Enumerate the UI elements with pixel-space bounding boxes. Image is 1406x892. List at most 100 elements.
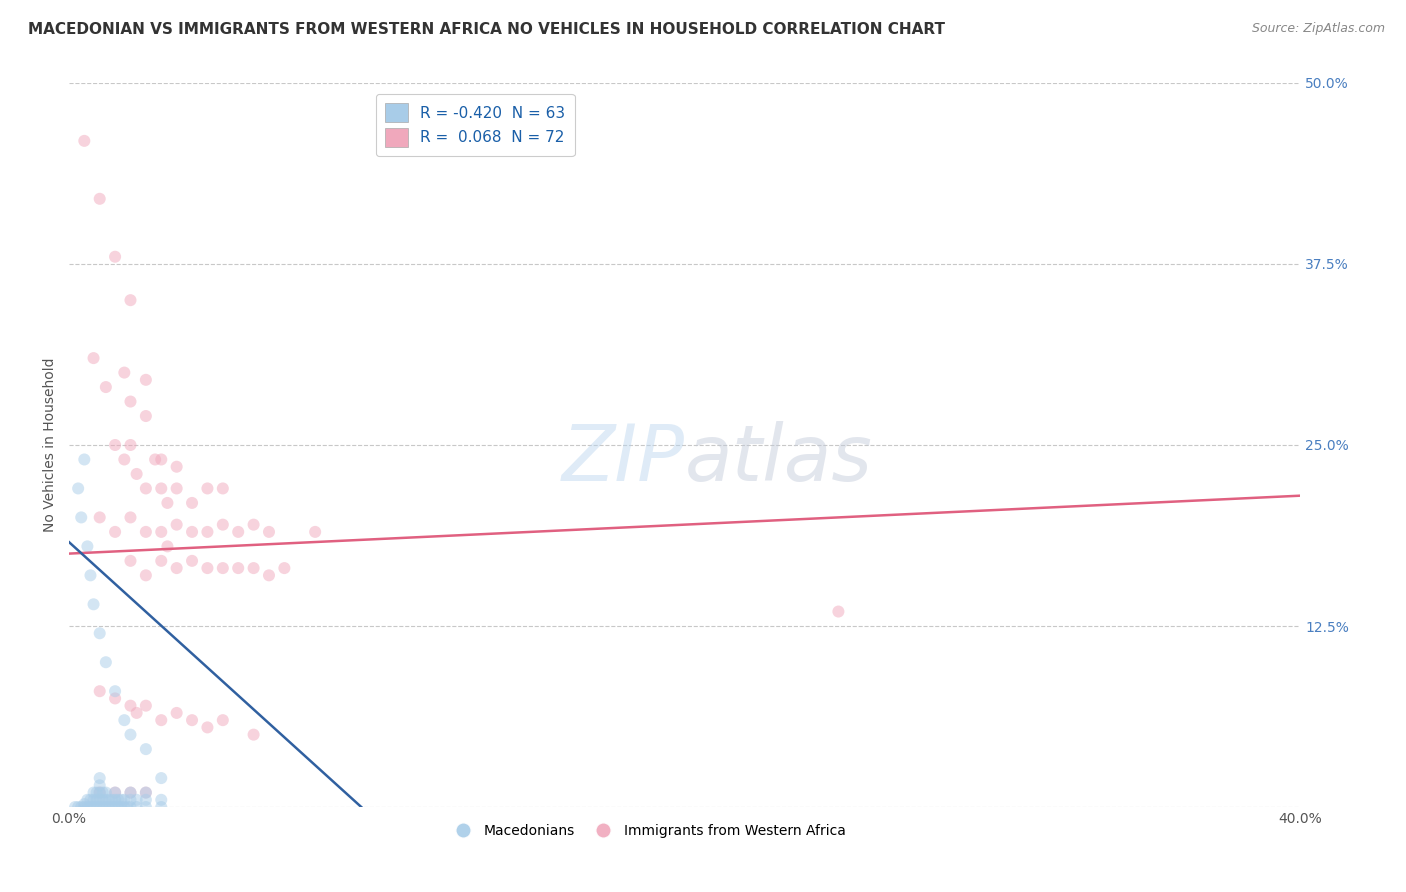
Point <box>125 467 148 481</box>
Point <box>120 786 142 800</box>
Point <box>94 793 117 807</box>
Point <box>89 800 111 814</box>
Point <box>94 786 117 800</box>
Point <box>112 713 135 727</box>
Point <box>120 554 142 568</box>
Point <box>107 793 129 807</box>
Point <box>97 800 120 814</box>
Point <box>91 800 114 814</box>
Point <box>120 786 142 800</box>
Point <box>89 786 111 800</box>
Point <box>135 793 157 807</box>
Point <box>79 568 101 582</box>
Point <box>125 706 148 720</box>
Point <box>104 793 127 807</box>
Point <box>166 459 188 474</box>
Point <box>89 778 111 792</box>
Point <box>104 524 127 539</box>
Point <box>70 510 93 524</box>
Point <box>135 482 157 496</box>
Point <box>304 524 326 539</box>
Point <box>104 438 127 452</box>
Point <box>150 524 173 539</box>
Point <box>63 800 86 814</box>
Point <box>104 250 127 264</box>
Point <box>110 793 132 807</box>
Point <box>120 438 142 452</box>
Point <box>120 510 142 524</box>
Point <box>135 524 157 539</box>
Point <box>166 706 188 720</box>
Point <box>76 540 98 554</box>
Point <box>181 524 204 539</box>
Point <box>135 409 157 423</box>
Point <box>125 800 148 814</box>
Point <box>86 793 108 807</box>
Point <box>166 561 188 575</box>
Point <box>135 698 157 713</box>
Point <box>104 800 127 814</box>
Point <box>101 793 124 807</box>
Point <box>257 524 280 539</box>
Point <box>150 482 173 496</box>
Point <box>94 655 117 669</box>
Point <box>197 524 219 539</box>
Point <box>150 793 173 807</box>
Text: atlas: atlas <box>685 422 872 498</box>
Point <box>101 800 124 814</box>
Point <box>94 380 117 394</box>
Point <box>104 786 127 800</box>
Point <box>83 786 105 800</box>
Point <box>120 394 142 409</box>
Point <box>86 786 108 800</box>
Point <box>211 517 233 532</box>
Point <box>143 452 166 467</box>
Text: MACEDONIAN VS IMMIGRANTS FROM WESTERN AFRICA NO VEHICLES IN HOUSEHOLD CORRELATIO: MACEDONIAN VS IMMIGRANTS FROM WESTERN AF… <box>28 22 945 37</box>
Point <box>166 482 188 496</box>
Point <box>226 524 249 539</box>
Point <box>83 351 105 365</box>
Point <box>211 713 233 727</box>
Point <box>181 554 204 568</box>
Point <box>150 554 173 568</box>
Legend: Macedonians, Immigrants from Western Africa: Macedonians, Immigrants from Western Afr… <box>444 819 852 844</box>
Point <box>273 561 295 575</box>
Point <box>91 793 114 807</box>
Point <box>125 793 148 807</box>
Point <box>135 373 157 387</box>
Point <box>76 800 98 814</box>
Point <box>120 800 142 814</box>
Point <box>89 771 111 785</box>
Point <box>135 800 157 814</box>
Point <box>150 800 173 814</box>
Point <box>67 800 90 814</box>
Point <box>89 192 111 206</box>
Point <box>257 568 280 582</box>
Point <box>86 800 108 814</box>
Point <box>112 800 135 814</box>
Point <box>120 293 142 308</box>
Point <box>135 786 157 800</box>
Point <box>107 800 129 814</box>
Point <box>97 793 120 807</box>
Point <box>110 800 132 814</box>
Point <box>73 134 96 148</box>
Point <box>70 800 93 814</box>
Point <box>83 597 105 611</box>
Point <box>156 496 179 510</box>
Point <box>166 517 188 532</box>
Point <box>156 540 179 554</box>
Point <box>117 800 139 814</box>
Point <box>135 786 157 800</box>
Point <box>242 517 264 532</box>
Point <box>91 786 114 800</box>
Point <box>73 452 96 467</box>
Text: ZIP: ZIP <box>561 422 685 498</box>
Point <box>181 713 204 727</box>
Point <box>104 786 127 800</box>
Point <box>120 793 142 807</box>
Point <box>120 728 142 742</box>
Point <box>827 605 849 619</box>
Point <box>150 452 173 467</box>
Point <box>150 771 173 785</box>
